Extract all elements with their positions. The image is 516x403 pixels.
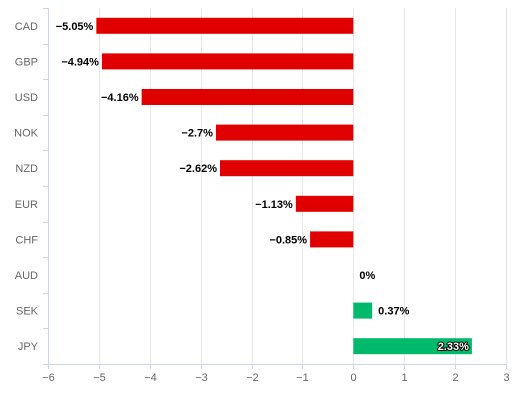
x-tick-label: 3 xyxy=(503,372,509,384)
bar-jpy[interactable] xyxy=(353,338,472,355)
category-label-sek: SEK xyxy=(16,306,39,318)
data-label-chf: −0.85% xyxy=(269,234,307,246)
bars xyxy=(96,17,472,355)
data-label-gbp: −4.94% xyxy=(61,56,99,68)
bar-nok[interactable] xyxy=(215,124,354,141)
data-label-aud: 0% xyxy=(359,270,375,282)
x-tick-label: −6 xyxy=(42,372,55,384)
x-tick-label: −4 xyxy=(144,372,157,384)
bar-chf[interactable] xyxy=(310,231,354,248)
data-label-nzd: −2.62% xyxy=(179,163,217,175)
x-tick-label: −1 xyxy=(296,372,309,384)
x-tick-label: −3 xyxy=(195,372,208,384)
x-tick-label: −5 xyxy=(93,372,106,384)
x-tick-label: 2 xyxy=(452,372,458,384)
bar-gbp[interactable] xyxy=(101,53,354,70)
data-label-jpy: 2.33% xyxy=(438,341,469,353)
bar-nzd[interactable] xyxy=(220,160,354,177)
bar-cad[interactable] xyxy=(96,17,354,34)
data-label-eur: −1.13% xyxy=(255,199,293,211)
category-label-nok: NOK xyxy=(14,128,39,140)
category-label-jpy: JPY xyxy=(18,341,39,353)
bar-eur[interactable] xyxy=(295,195,354,212)
x-tick-label: 0 xyxy=(350,372,356,384)
data-labels: −5.05% −4.94% −4.16% −2.7% −2.62% −1.13% −0.85… xyxy=(56,21,470,354)
data-label-usd: −4.16% xyxy=(101,92,139,104)
data-label-cad: −5.05% xyxy=(56,21,94,33)
category-label-cad: CAD xyxy=(15,21,38,33)
category-label-gbp: GBP xyxy=(15,56,38,68)
category-labels: CAD GBP USD NOK NZD EUR CHF AUD SEK JPY xyxy=(14,8,48,365)
x-tick-label: 1 xyxy=(401,372,407,384)
data-label-sek: 0.37% xyxy=(378,306,409,318)
category-label-eur: EUR xyxy=(15,199,38,211)
category-label-aud: AUD xyxy=(15,270,38,282)
bar-sek[interactable] xyxy=(353,302,373,319)
x-tick-labels: −6 −5 −4 −3 −2 −1 0 1 2 3 xyxy=(42,364,510,384)
bar-usd[interactable] xyxy=(141,89,354,105)
data-label-nok: −2.7% xyxy=(181,128,213,140)
axes xyxy=(48,8,506,365)
x-tick-label: −2 xyxy=(246,372,259,384)
category-label-chf: CHF xyxy=(15,234,38,246)
category-label-usd: USD xyxy=(15,92,38,104)
category-label-nzd: NZD xyxy=(15,163,38,175)
